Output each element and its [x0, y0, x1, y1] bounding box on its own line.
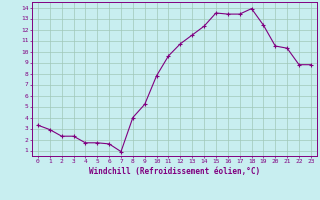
- X-axis label: Windchill (Refroidissement éolien,°C): Windchill (Refroidissement éolien,°C): [89, 167, 260, 176]
